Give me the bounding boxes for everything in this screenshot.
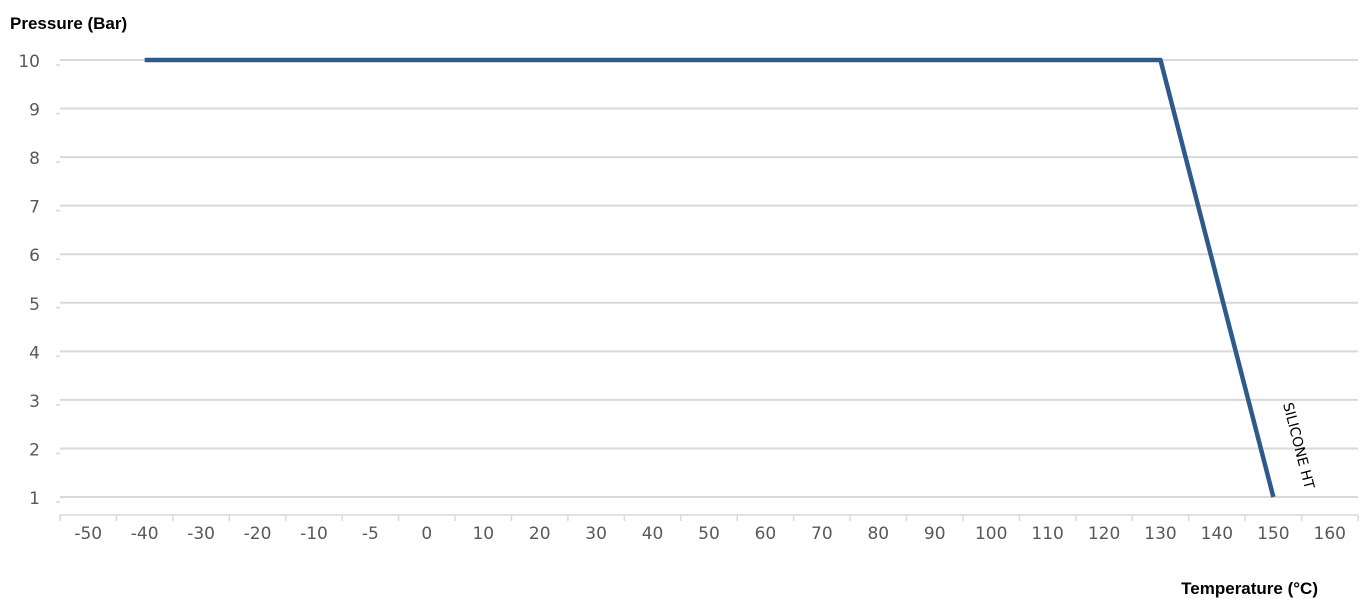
axes <box>59 514 1359 521</box>
y-tick-label: 2 <box>29 440 40 460</box>
series-label: SILICONE HT <box>1279 401 1317 491</box>
x-tick-label: -30 <box>187 524 215 544</box>
y-tick-label: 5 <box>29 295 40 315</box>
x-tick-label: 20 <box>529 524 551 544</box>
x-tick-label: 150 <box>1257 524 1289 544</box>
x-axis-title: Temperature (°C) <box>1181 579 1318 598</box>
series-line <box>144 57 1276 498</box>
x-tick-label: 140 <box>1201 524 1233 544</box>
x-tick-label: 40 <box>642 524 664 544</box>
x-tick-label: 110 <box>1031 524 1063 544</box>
y-tick-label: 9 <box>29 101 40 121</box>
x-tick-label: -40 <box>131 524 159 544</box>
x-tick-label: 10 <box>472 524 494 544</box>
x-tick-label: -50 <box>74 524 102 544</box>
x-tick-label: 120 <box>1088 524 1120 544</box>
grid <box>56 59 1358 503</box>
x-tick-label: 130 <box>1144 524 1176 544</box>
y-tick-labels: 1 2 3 4 5 6 7 8 9 10 <box>18 52 40 509</box>
y-axis-title: Pressure (Bar) <box>10 14 127 33</box>
x-tick-labels: -50 -40 -30 -20 -10 -5 0 10 20 30 40 50 60 70 80 90 100 1… <box>74 524 1346 544</box>
series: SILICONE HT <box>144 57 1317 498</box>
x-tick-label: 70 <box>811 524 833 544</box>
x-tick-label: 50 <box>698 524 720 544</box>
x-tick-label: 90 <box>924 524 946 544</box>
x-tick-label: -5 <box>362 524 379 544</box>
y-tick-label: 8 <box>29 149 40 169</box>
x-tick-label: 60 <box>755 524 777 544</box>
y-tick-label: 4 <box>29 343 40 363</box>
x-tick-label: 100 <box>975 524 1007 544</box>
x-tick-label: -10 <box>300 524 328 544</box>
y-tick-label: 10 <box>18 52 40 72</box>
x-tick-label: 160 <box>1314 524 1346 544</box>
y-tick-label: 3 <box>29 392 40 412</box>
x-tick-label: 0 <box>421 524 432 544</box>
y-tick-label: 7 <box>29 198 40 218</box>
x-tick-label: 80 <box>867 524 889 544</box>
y-tick-label: 6 <box>29 246 40 266</box>
x-tick-label: -20 <box>244 524 272 544</box>
x-tick-label: 30 <box>585 524 607 544</box>
y-tick-label: 1 <box>29 489 40 509</box>
